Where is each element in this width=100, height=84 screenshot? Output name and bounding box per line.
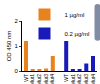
svg-text:Mut4: Mut4 [90, 74, 96, 84]
svg-text:Mut1: Mut1 [29, 74, 35, 84]
svg-text:1: 1 [14, 43, 18, 49]
svg-text:Mut3: Mut3 [43, 74, 49, 84]
svg-text:0: 0 [14, 68, 18, 74]
svg-text:WT: WT [63, 74, 69, 82]
svg-text:OD 450 nm: OD 450 nm [6, 31, 12, 62]
svg-text:1 µg/ml: 1 µg/ml [65, 12, 85, 18]
svg-text:0.2 µg/ml: 0.2 µg/ml [65, 31, 90, 37]
svg-text:WT: WT [23, 74, 29, 82]
svg-text:Mut4: Mut4 [49, 74, 55, 84]
svg-text:Mut2: Mut2 [76, 74, 82, 84]
svg-text:Mut2: Mut2 [36, 74, 42, 84]
svg-text:2: 2 [14, 18, 18, 24]
svg-text:Mut1: Mut1 [70, 74, 76, 84]
svg-text:Mut3: Mut3 [83, 74, 89, 84]
